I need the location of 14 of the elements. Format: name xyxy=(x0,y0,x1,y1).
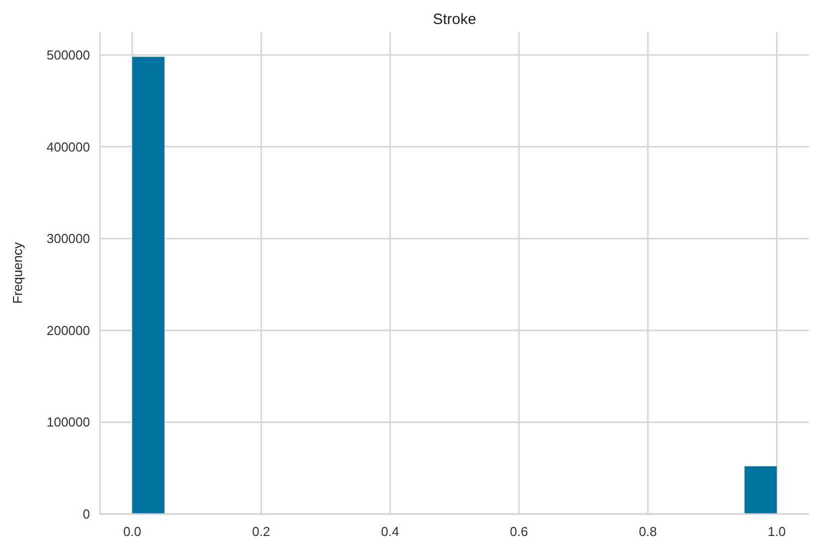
y-tick-label: 500000 xyxy=(46,48,90,62)
y-axis-title: Frequency xyxy=(10,242,25,304)
x-tick-label: 0.8 xyxy=(638,524,657,539)
x-tick-label: 0.4 xyxy=(381,524,400,539)
y-tick-label: 200000 xyxy=(46,322,90,338)
y-tick-label: 0 xyxy=(82,506,90,522)
x-tick-label: 0.0 xyxy=(123,524,142,539)
x-tick-label: 0.2 xyxy=(252,524,270,539)
x-tick-label: 1.0 xyxy=(768,524,786,539)
x-tick-label: 0.6 xyxy=(510,524,528,539)
y-tick-label: 300000 xyxy=(46,231,90,246)
y-tick-label: 400000 xyxy=(46,139,90,154)
y-tick-label: 100000 xyxy=(46,414,90,430)
chart-title: Stroke xyxy=(432,11,476,28)
